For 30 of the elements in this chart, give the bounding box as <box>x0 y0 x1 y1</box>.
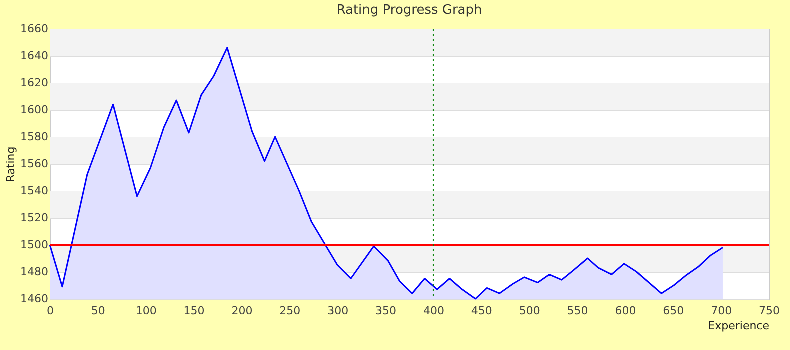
y-tick-label: 1660 <box>20 22 48 36</box>
x-tick-label: 350 <box>376 304 397 318</box>
x-tick-label: 100 <box>136 304 157 318</box>
x-tick-label: 500 <box>519 304 540 318</box>
y-tick-label: 1560 <box>20 158 48 170</box>
chart-title: Rating Progress Graph <box>336 3 482 18</box>
x-tick-label: 0 <box>47 304 54 318</box>
x-tick-label: 50 <box>91 304 106 318</box>
y-tick-label: 1600 <box>20 104 48 116</box>
y-tick-label: 1540 <box>20 184 48 198</box>
y-tick-label: 1460 <box>20 292 48 306</box>
y-tick-label: 1500 <box>20 238 48 252</box>
x-tick-label: 150 <box>184 304 205 318</box>
y-tick-label: 1480 <box>20 266 48 278</box>
y-tick-label: 1580 <box>20 130 48 144</box>
x-tick-label: 550 <box>567 304 588 318</box>
x-tick-label: 700 <box>711 304 732 318</box>
y-tick-label: 1640 <box>20 50 48 62</box>
x-tick-label: 650 <box>663 304 684 318</box>
x-tick-label: 750 <box>759 304 780 318</box>
x-tick-label: 200 <box>232 304 253 318</box>
x-tick-label: 400 <box>423 304 444 318</box>
y-tick-label: 1520 <box>20 212 48 224</box>
x-tick-label: 300 <box>328 304 349 318</box>
x-tick-label: 450 <box>471 304 492 318</box>
x-tick-label: 600 <box>615 304 636 318</box>
x-tick-label: 250 <box>280 304 301 318</box>
y-axis-title: Rating <box>4 146 18 182</box>
x-axis-title: Experience <box>708 320 770 332</box>
y-tick-label: 1620 <box>20 76 48 90</box>
